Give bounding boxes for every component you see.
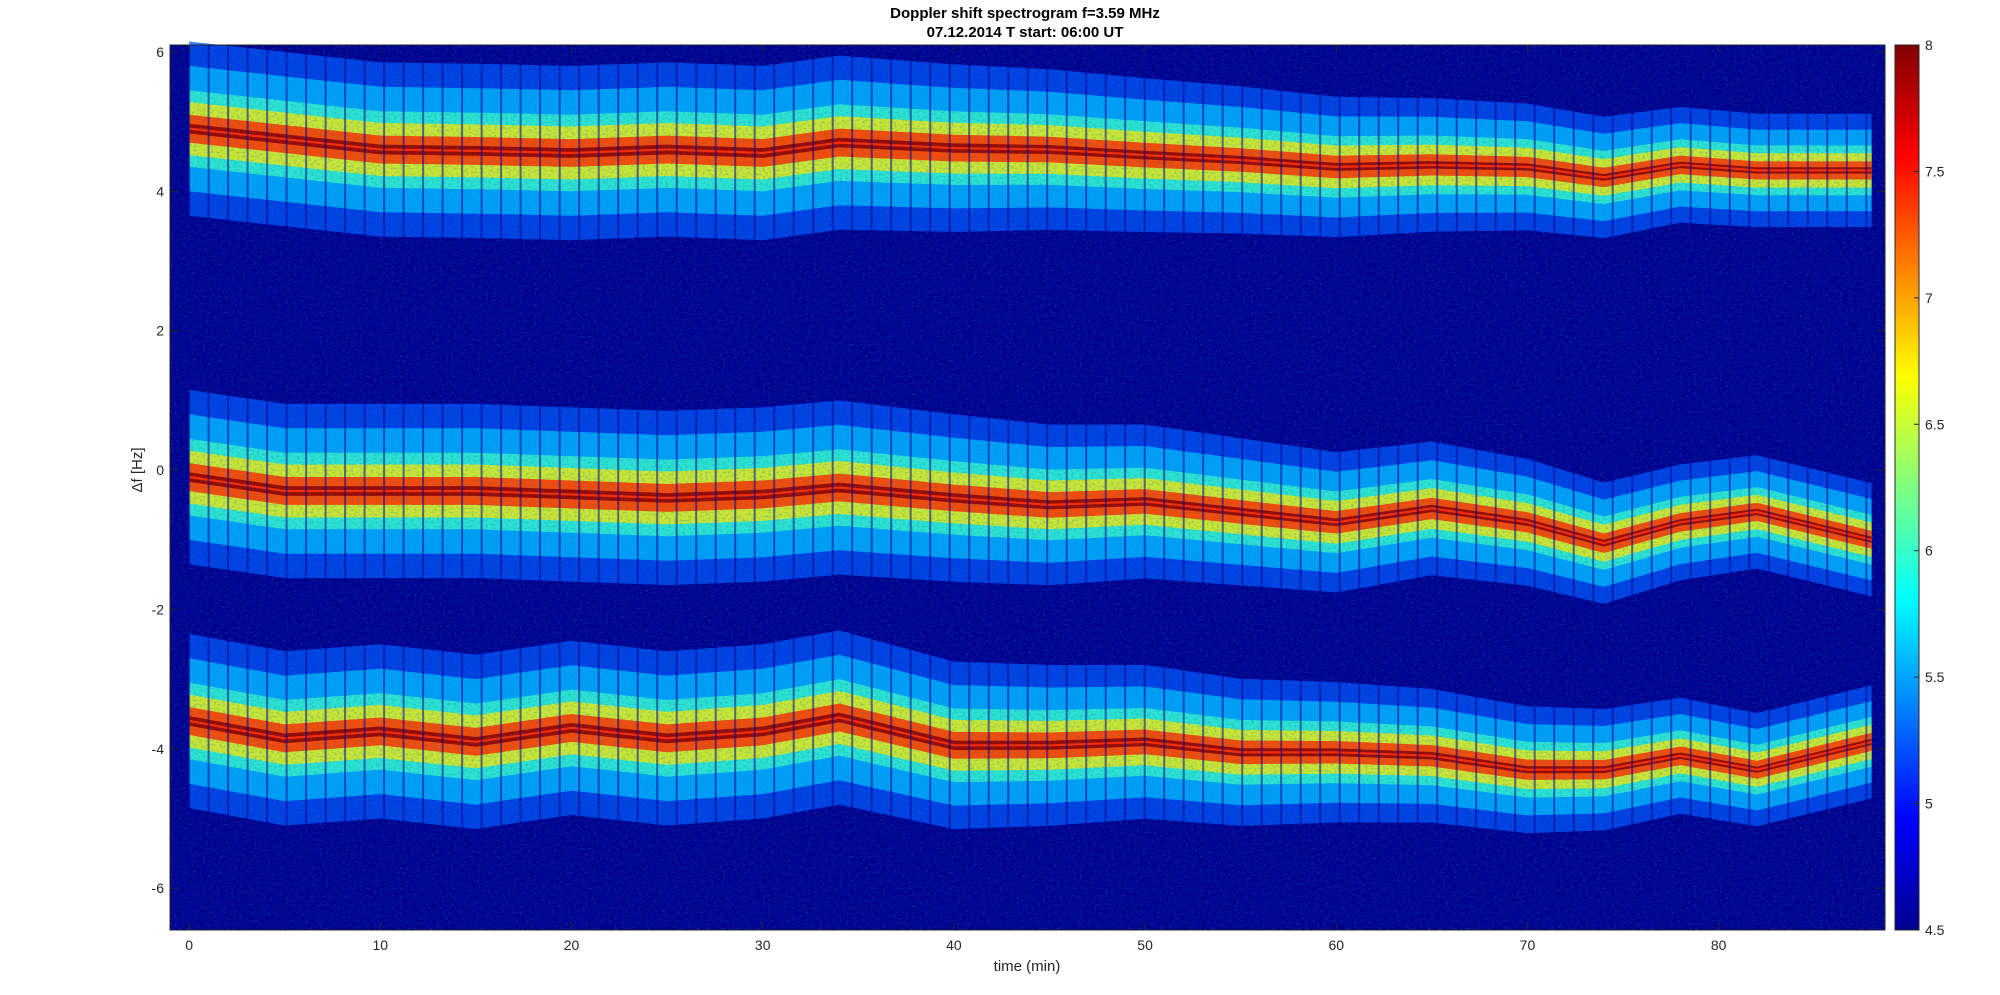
x-tick-label: 10	[373, 937, 389, 953]
colorbar-gradient	[1894, 44, 1920, 931]
colorbar-tick-label: 7	[1925, 290, 1933, 306]
x-tick-label: 20	[564, 937, 580, 953]
x-axis-label: time (min)	[994, 958, 1061, 975]
x-tick-label: 30	[755, 937, 771, 953]
spectrogram-plot-area	[169, 41, 1886, 931]
y-tick-label: 4	[156, 183, 164, 199]
y-tick-label: 6	[156, 44, 164, 60]
colorbar-ticks: 8 7.5 7 6.5 6 5.5 5 4.5	[1914, 37, 1945, 938]
y-tick-label: -4	[152, 741, 165, 757]
chart-subtitle: 07.12.2014 T start: 06:00 UT	[927, 24, 1124, 41]
y-axis-ticks: 6 4 2 0 -2 -4 -6	[152, 44, 1885, 896]
y-tick-label: -6	[152, 880, 165, 896]
y-tick-label: -2	[152, 601, 165, 617]
x-tick-label: 80	[1711, 937, 1727, 953]
colorbar-tick-label: 7.5	[1925, 163, 1945, 179]
x-tick-label: 50	[1137, 937, 1153, 953]
colorbar-tick-label: 5.5	[1925, 669, 1945, 685]
colorbar-tick-label: 6.5	[1925, 416, 1945, 432]
x-tick-label: 60	[1328, 937, 1344, 953]
x-tick-label: 70	[1520, 937, 1536, 953]
colorbar-tick-label: 4.5	[1925, 922, 1945, 938]
x-axis-ticks: 0 10 20 30 40 50 60 70 80	[185, 45, 1727, 953]
y-tick-label: 2	[156, 323, 164, 339]
y-axis-label: Δf [Hz]	[129, 447, 146, 492]
colorbar-tick-label: 6	[1925, 543, 1933, 559]
colorbar: 8 7.5 7 6.5 6 5.5 5 4.5	[1894, 37, 1945, 938]
y-tick-label: 0	[156, 462, 164, 478]
noise-overlay	[170, 45, 1885, 930]
colorbar-tick-label: 8	[1925, 37, 1933, 53]
colorbar-tick-label: 5	[1925, 796, 1933, 812]
x-tick-label: 40	[946, 937, 962, 953]
x-tick-label: 0	[185, 937, 193, 953]
chart-title: Doppler shift spectrogram f=3.59 MHz	[890, 5, 1160, 22]
plot-frame	[169, 44, 1886, 931]
